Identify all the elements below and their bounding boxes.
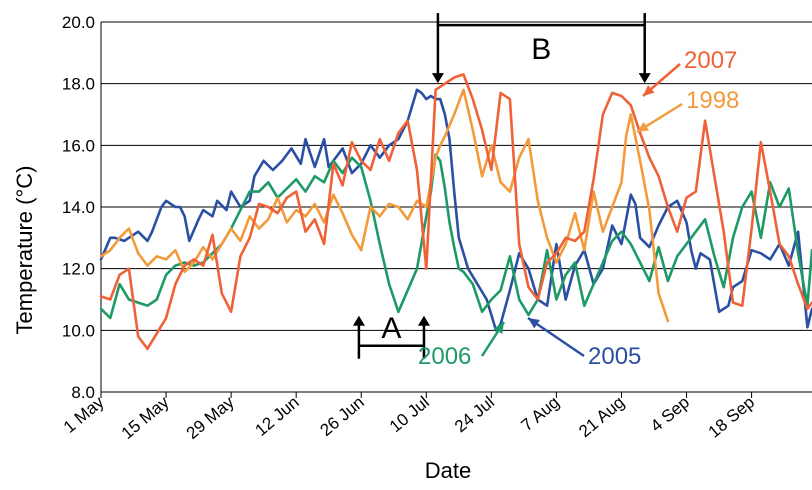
annotation-B: B [431, 13, 651, 84]
label-pointer-arrowhead [528, 318, 540, 329]
y-tick-labels: 8.0 10.0 12.0 14.0 16.0 18.0 20.0 [62, 13, 95, 402]
x-tick-labels: 1 May 15 May 29 May 12 Jun 26 Jun 10 Jul 24 Ju… [60, 392, 758, 443]
annotation-arrowhead-up [417, 315, 430, 326]
annotation-arrowhead-up [352, 315, 365, 326]
y-tick-label: 16.0 [62, 136, 95, 155]
y-tick-label: 12.0 [62, 260, 95, 279]
x-tick-label: 15 May [118, 392, 173, 443]
annotation-A: A [352, 312, 430, 359]
series-label-text: 2005 [588, 343, 641, 370]
y-tick-label: 10.0 [62, 321, 95, 340]
label-pointer-arrowhead [643, 85, 655, 96]
annotation-label: A [381, 312, 401, 345]
y-axis-title: Temperature (°C) [12, 166, 37, 335]
series-lines [99, 73, 812, 351]
y-tick-label: 8.0 [71, 383, 95, 402]
series-label-text: 1998 [686, 87, 739, 114]
x-tick-label: 29 May [183, 392, 238, 443]
label-pointer-line [527, 316, 585, 358]
x-tick-label: 4 Sep [647, 393, 693, 436]
y-gridlines [100, 21, 812, 393]
series-line-2006 [99, 153, 812, 320]
y-tick-label: 18.0 [62, 75, 95, 94]
y-tick-label: 20.0 [62, 13, 95, 32]
series-label-2005: 2005 [527, 316, 641, 370]
series-labels: 2007 1998 2006 2005 [418, 47, 739, 370]
series-label-text: 2007 [684, 47, 737, 74]
series-label-text: 2006 [418, 343, 471, 370]
series-label-2007: 2007 [642, 47, 737, 97]
x-tick-label: 21 Aug [575, 393, 628, 442]
annotation-label: B [531, 33, 551, 66]
series-line-1998 [99, 88, 670, 323]
annotation-arrowhead-down [431, 73, 444, 84]
x-tick-label: 7 Aug [517, 393, 563, 436]
label-pointer-arrowhead [637, 121, 649, 132]
series-line-2007 [99, 73, 812, 351]
annotations: AB [352, 13, 651, 359]
x-tick-label: 10 Jul [386, 393, 433, 437]
label-pointer-arrowhead [493, 322, 504, 334]
x-tick-label: 24 Jul [451, 393, 498, 437]
x-tick-label: 18 Sep [705, 393, 758, 442]
x-axis-title: Date [425, 458, 471, 483]
x-tick-label: 12 Jun [251, 393, 302, 440]
annotation-arrowhead-down [638, 73, 651, 84]
series-label-1998: 1998 [636, 87, 739, 134]
series-label-2006: 2006 [418, 321, 506, 370]
y-tick-label: 14.0 [62, 198, 95, 217]
x-tick-label: 26 Jun [316, 393, 367, 440]
